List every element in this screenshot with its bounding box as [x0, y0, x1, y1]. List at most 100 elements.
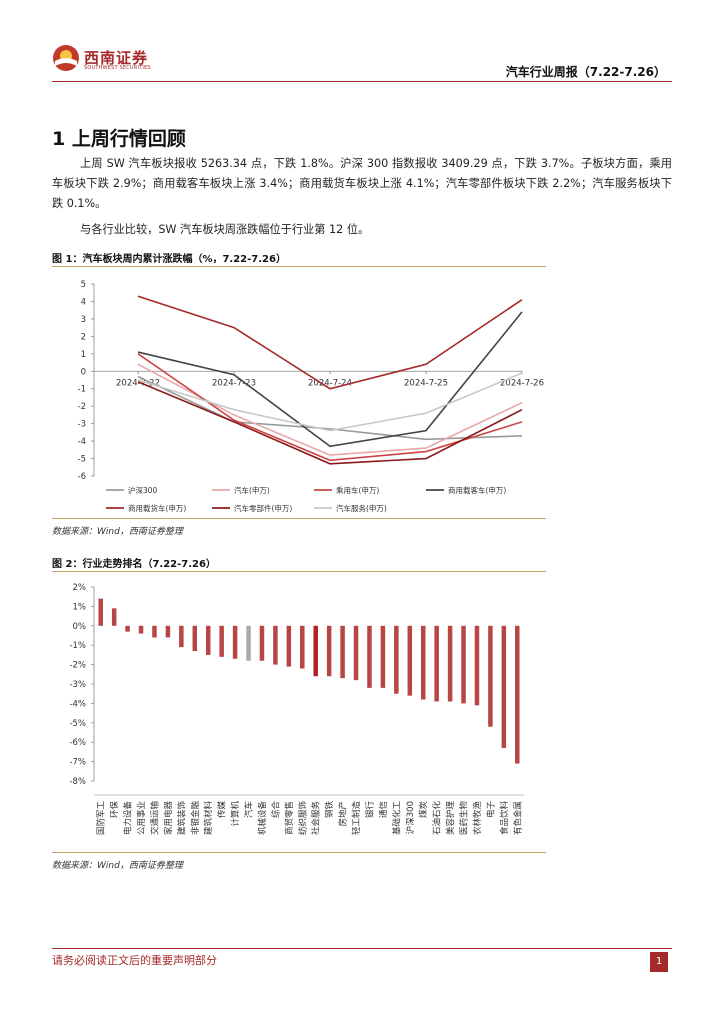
- x-tick-label: 商贸零售: [284, 801, 295, 835]
- bar-汽车: [246, 625, 251, 661]
- logo-text-cn: 西南证券: [84, 49, 149, 67]
- figure1-title: 图 1：汽车板块周内累计涨跌幅（%，7.22-7.26）: [52, 254, 286, 265]
- y-tick-label: -8%: [69, 777, 86, 787]
- x-tick-label: 食品饮料: [499, 801, 510, 836]
- y-tick-label: 5: [81, 280, 86, 290]
- bar-医药生物: [461, 625, 466, 704]
- section-title: 1 上周行情回顾: [52, 128, 186, 150]
- y-tick-label: -3: [78, 420, 86, 430]
- x-tick-label: 社会服务: [311, 801, 322, 836]
- x-tick-label: 传媒: [217, 801, 228, 819]
- y-tick-label: -5: [78, 455, 86, 465]
- legend-entry: 乘用车(申万): [336, 485, 379, 495]
- bar-社会服务: [313, 625, 318, 677]
- bar-机械设备: [259, 625, 265, 661]
- x-tick-label: 美容护理: [445, 801, 456, 836]
- bar-农林牧渔: [474, 625, 480, 706]
- figure2-bottom-rule: [52, 852, 546, 853]
- figure2-title: 图 2：行业走势排名（7.22-7.26）: [52, 559, 216, 570]
- x-tick-label: 医药生物: [459, 801, 470, 836]
- x-tick-label: 机械设备: [257, 801, 268, 836]
- y-tick-label: -1: [78, 385, 86, 395]
- figure2-top-rule: [52, 571, 546, 572]
- x-tick-label: 沪深300: [405, 801, 416, 834]
- bar-煤炭: [420, 625, 426, 700]
- bar-建筑装饰: [179, 625, 184, 648]
- x-tick-label: 交通运输: [149, 801, 160, 836]
- series-line-6: [137, 381, 523, 465]
- page-number: 1: [650, 952, 668, 972]
- bar-有色金属: [515, 625, 520, 764]
- bar-石油石化: [434, 625, 439, 702]
- y-tick-label: 0: [81, 367, 86, 377]
- x-tick-label: 建筑材料: [203, 801, 214, 836]
- y-tick-label: 0%: [73, 622, 87, 632]
- x-tick-label: 建筑装饰: [176, 801, 187, 836]
- legend-entry: 商用载客车(申万): [448, 485, 506, 495]
- header-divider: [52, 81, 672, 82]
- y-tick-label: -6%: [69, 738, 86, 748]
- bar-环保: [111, 608, 117, 626]
- series-line-5: [137, 295, 523, 390]
- x-tick-label: 2024-7-26: [500, 378, 544, 388]
- footer-disclaimer: 请务必阅读正文后的重要声明部分: [52, 954, 217, 967]
- x-tick-label: 基础化工: [391, 801, 402, 836]
- legend-entry: 商用载货车(申万): [128, 503, 186, 513]
- bar-电力设备: [125, 625, 130, 632]
- bar-食品饮料: [501, 625, 507, 749]
- figure2-source: 数据来源：Wind，西南证券整理: [52, 861, 183, 871]
- bar-轻工制造: [353, 625, 359, 681]
- x-tick-label: 纺织服饰: [297, 801, 308, 836]
- figure1-source: 数据来源：Wind，西南证券整理: [52, 527, 183, 537]
- legend-entry: 沪深300: [128, 485, 158, 495]
- bar-建筑材料: [205, 625, 211, 655]
- figure1-bottom-rule: [52, 518, 546, 519]
- x-tick-label: 通信: [378, 801, 389, 819]
- summary-paragraph: 上周 SW 汽车板块报收 5263.34 点，下跌 1.8%。沪深 300 指数…: [52, 157, 672, 210]
- x-tick-label: 家用电器: [163, 801, 174, 836]
- x-tick-label: 轻工制造: [351, 801, 362, 836]
- x-tick-label: 汽车: [244, 801, 255, 818]
- figure1-top-rule: [52, 266, 546, 267]
- ranking-paragraph: 与各行业比较，SW 汽车板块周涨跌幅位于行业第 12 位。: [80, 223, 370, 236]
- x-tick-label: 有色金属: [512, 801, 523, 835]
- bar-chart-industry-ranking: 2% 1% 0% -1% -2% -3% -4% -5% -6% -7% -8% 国防军工 环保 电力设备…: [69, 583, 524, 836]
- y-tick-label: -6: [78, 472, 86, 482]
- y-tick-label: 2%: [73, 583, 87, 593]
- logo-sun-icon: [53, 45, 79, 71]
- line-chart-sector-returns: 5 4 3 2 1 0 -1 -2 -3 -4 -5 -6 2024-7-22 2024-7-23 2024…: [78, 280, 544, 513]
- bar-钢铁: [326, 625, 332, 677]
- bar-非银金融: [192, 625, 198, 652]
- legend-entry: 汽车服务(申万): [336, 503, 387, 513]
- x-tick-label: 2024-7-25: [404, 378, 448, 388]
- bar-基础化工: [394, 625, 399, 694]
- x-tick-label: 电子: [485, 801, 496, 819]
- x-tick-label: 银行: [364, 801, 375, 819]
- y-tick-label: -1%: [69, 641, 86, 651]
- x-tick-label: 综合: [270, 801, 281, 819]
- y-tick-label: -2: [78, 402, 86, 412]
- y-tick-label: 1%: [73, 602, 87, 612]
- y-tick-label: -4: [78, 437, 86, 447]
- series-line-4: [137, 311, 523, 448]
- x-tick-label: 计算机: [230, 801, 241, 827]
- y-tick-label: 1: [81, 350, 86, 360]
- bar-纺织服饰: [300, 625, 305, 669]
- y-tick-label: 2: [81, 332, 86, 342]
- x-tick-label: 煤炭: [418, 801, 429, 819]
- x-tick-label: 2024-7-24: [308, 378, 352, 388]
- y-tick-label: -3%: [69, 680, 86, 690]
- bar-综合: [273, 625, 278, 665]
- x-tick-label: 环保: [109, 801, 120, 819]
- bar-通信: [380, 625, 386, 688]
- x-tick-label: 非银金融: [190, 801, 201, 836]
- y-tick-label: -4%: [69, 699, 86, 709]
- x-tick-label: 石油石化: [432, 801, 443, 836]
- x-tick-label: 国防军工: [96, 801, 107, 836]
- bar-公用事业: [138, 625, 144, 634]
- y-tick-label: 3: [81, 315, 86, 325]
- y-tick-label: -2%: [69, 661, 86, 671]
- bar-家用电器: [165, 625, 171, 638]
- x-tick-label: 2024-7-22: [116, 378, 160, 388]
- bar-商贸零售: [286, 625, 292, 667]
